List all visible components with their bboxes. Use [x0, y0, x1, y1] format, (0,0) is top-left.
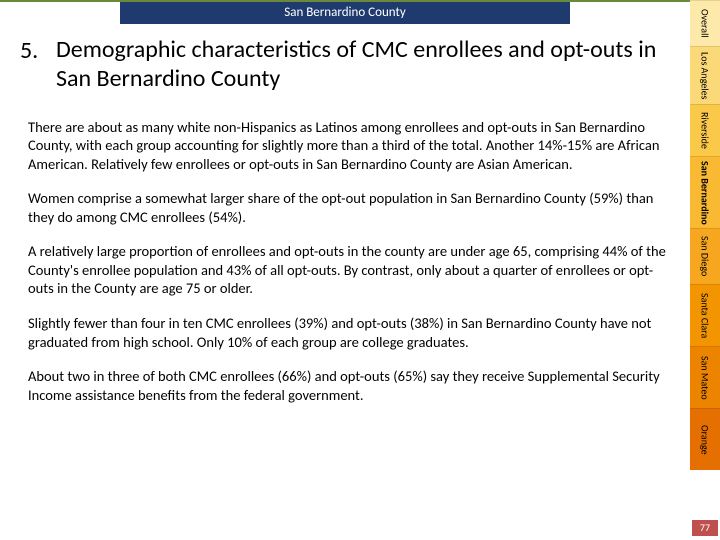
paragraph: About two in three of both CMC enrollees…	[20, 367, 680, 404]
tab-los-angeles[interactable]: Los Angeles	[690, 46, 720, 104]
paragraph: Slightly fewer than four in ten CMC enro…	[20, 314, 680, 351]
tab-san-mateo[interactable]: San Mateo	[690, 346, 720, 408]
paragraph: Women comprise a somewhat larger share o…	[20, 189, 680, 226]
paragraph: There are about as many white non-Hispan…	[20, 118, 680, 174]
tab-san-bernardino[interactable]: San Bernardino	[690, 156, 720, 228]
section-heading: 5. Demographic characteristics of CMC en…	[20, 36, 680, 94]
tab-riverside[interactable]: Riverside	[690, 104, 720, 156]
tab-orange[interactable]: Orange	[690, 408, 720, 470]
header-bar: San Bernardino County	[0, 0, 690, 26]
heading-number: 5.	[20, 36, 56, 65]
tab-san-diego[interactable]: San Diego	[690, 228, 720, 284]
tab-santa-clara[interactable]: Santa Clara	[690, 284, 720, 346]
page-number: 77	[692, 520, 718, 536]
heading-text: Demographic characteristics of CMC enrol…	[56, 36, 680, 94]
tab-overall[interactable]: Overall	[690, 0, 720, 46]
side-tabs: OverallLos AngelesRiversideSan Bernardin…	[690, 0, 720, 540]
content-area: 5. Demographic characteristics of CMC en…	[20, 36, 680, 420]
header-title: San Bernardino County	[120, 2, 570, 24]
paragraph: A relatively large proportion of enrolle…	[20, 242, 680, 298]
